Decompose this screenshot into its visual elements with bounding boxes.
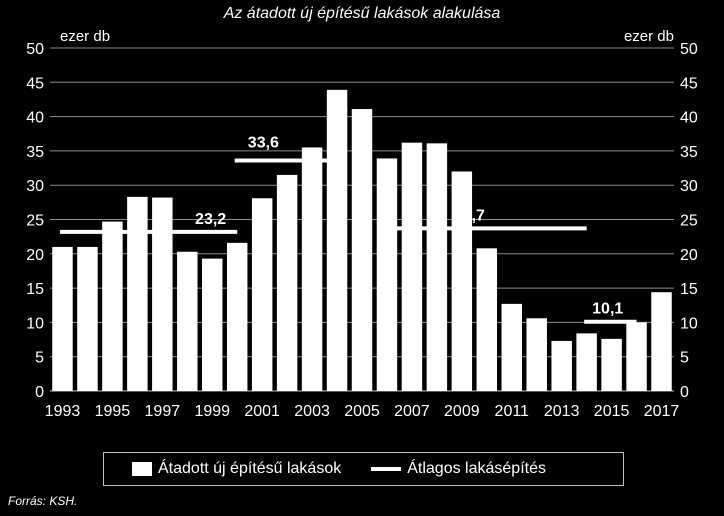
average-line-label: 23,2 <box>195 211 226 228</box>
legend: Átadott új építésű lakások Átlagos lakás… <box>103 452 624 486</box>
legend-bar-swatch <box>132 462 152 476</box>
x-tick-label: 2013 <box>544 403 580 420</box>
bar <box>276 174 298 391</box>
bar <box>127 196 148 391</box>
bar <box>177 251 198 391</box>
y-axis-unit-left: ezer db <box>60 28 111 45</box>
x-tick-label: 1997 <box>145 403 181 420</box>
bar <box>451 171 473 391</box>
y-tick-label-left: 5 <box>35 350 44 367</box>
x-tick-label: 2001 <box>244 403 280 420</box>
average-line-label: 33,6 <box>248 135 279 152</box>
y-tick-label-right: 25 <box>680 213 698 230</box>
bar <box>626 322 647 391</box>
y-tick-label-right: 15 <box>680 281 698 298</box>
bar <box>576 333 597 391</box>
bar <box>202 258 223 391</box>
y-tick-label-left: 50 <box>26 41 44 58</box>
legend-bar-label: Átadott új építésű lakások <box>158 460 342 477</box>
x-tick-label: 1999 <box>194 403 230 420</box>
y-tick-label-left: 40 <box>26 110 44 127</box>
y-tick-label-right: 45 <box>680 75 698 92</box>
y-tick-label-right: 35 <box>680 144 698 161</box>
y-tick-label-right: 40 <box>680 110 698 127</box>
bar <box>526 318 547 391</box>
x-tick-label: 2005 <box>344 403 380 420</box>
bar <box>326 89 348 391</box>
bar <box>376 158 398 391</box>
legend-line-swatch <box>371 467 402 471</box>
bar <box>601 338 622 391</box>
bar <box>351 109 373 391</box>
legend-line-label: Átlagos lakásépítés <box>407 460 546 477</box>
x-tick-label: 2003 <box>294 403 330 420</box>
y-tick-label-right: 10 <box>680 315 698 332</box>
x-tick-label: 2015 <box>594 403 630 420</box>
bar <box>226 242 248 391</box>
y-tick-label-right: 50 <box>680 41 698 58</box>
bar <box>251 198 273 391</box>
x-tick-label: 2007 <box>394 403 430 420</box>
chart-title: Az átadott új építésű lakások alakulása <box>223 5 501 22</box>
y-tick-label-right: 20 <box>680 247 698 264</box>
bar <box>426 143 448 391</box>
bar <box>651 292 672 391</box>
y-tick-label-left: 20 <box>26 247 44 264</box>
y-tick-label-right: 0 <box>680 384 689 401</box>
x-tick-label: 2011 <box>495 403 530 420</box>
y-tick-label-left: 45 <box>26 75 44 92</box>
y-tick-label-left: 15 <box>26 281 44 298</box>
y-tick-label-right: 5 <box>680 350 689 367</box>
y-tick-label-left: 25 <box>26 213 44 230</box>
bar <box>551 340 572 391</box>
bar <box>401 142 423 391</box>
bar <box>501 303 522 391</box>
x-tick-label: 2009 <box>444 403 480 420</box>
average-line-label: 23,7 <box>454 207 485 224</box>
y-tick-label-left: 30 <box>26 178 44 195</box>
y-tick-label-right: 30 <box>680 178 698 195</box>
bar <box>77 246 98 391</box>
x-tick-label: 1993 <box>45 403 81 420</box>
source-note: Forrás: KSH. <box>8 494 78 508</box>
bar <box>301 147 323 391</box>
bar <box>52 246 73 391</box>
bar <box>152 197 173 391</box>
y-tick-label-left: 10 <box>26 315 44 332</box>
bar <box>476 248 498 391</box>
x-tick-label: 2017 <box>644 403 680 420</box>
x-tick-label: 1995 <box>95 403 131 420</box>
y-tick-label-left: 0 <box>35 384 44 401</box>
bar <box>102 221 123 391</box>
y-axis-unit-right: ezer db <box>623 28 674 45</box>
y-tick-label-left: 35 <box>26 144 44 161</box>
average-line-label: 10,1 <box>592 301 623 318</box>
